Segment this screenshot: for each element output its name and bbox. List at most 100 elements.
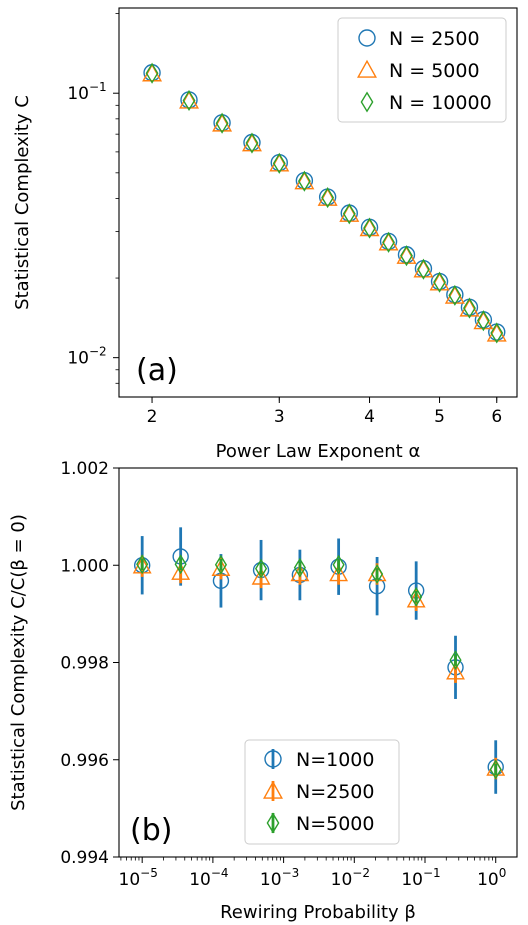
data-point [490,322,504,344]
y-tick-label: 1.000 [60,556,109,576]
data-point [359,218,380,237]
tick-exponent: 0 [499,866,507,880]
data-point [413,259,434,278]
data-point [371,564,384,584]
data-point [400,245,413,267]
data-point [182,89,196,111]
legend-marker [263,780,283,799]
x-axis-label: Power Law Exponent α [216,441,421,462]
data-point [294,171,315,190]
data-point [241,133,262,152]
x-tick-label: 100 [477,866,506,890]
x-tick-label: 10−4 [189,866,228,890]
y-tick-label: 10−1 [67,80,106,104]
data-point [448,284,462,306]
tick-base: 10 [67,349,89,369]
series-diamond [136,554,502,780]
x-tick-label: 3 [274,407,285,427]
tick-exponent: −3 [282,866,300,880]
data-point [145,62,159,84]
data-point [342,203,356,225]
data-point [363,217,376,239]
y-tick-label: 1.002 [60,459,109,479]
data-point [171,562,191,580]
data-point [476,310,490,332]
data-point [433,271,446,293]
data-point [272,152,286,174]
x-tick-label: 10−3 [260,866,299,890]
x-tick-label: 5 [434,407,445,427]
data-point [136,554,149,575]
legend-label: N = 2500 [389,28,480,50]
data-point [245,132,259,154]
axes-frame [118,7,518,398]
legend-marker [358,29,376,47]
tick-exponent: −1 [423,866,441,880]
y-axis-label: Statistical Complexity C [12,95,33,310]
tick-exponent: −4 [211,866,229,880]
plot-area [132,527,506,794]
tick-base: 10 [119,870,141,890]
data-point [449,650,462,671]
chart-panel-b: 10−5 10−4 10−3 10−2 10−1 1000.9940.9960.9981.… [8,459,518,923]
data-point [444,285,465,304]
data-point [446,662,465,680]
x-tick-label: 10−5 [119,866,158,890]
x-tick-label: 10−1 [401,866,440,890]
data-point [215,112,229,134]
data-point [321,187,335,209]
y-tick-label: 0.998 [60,654,109,674]
data-point [174,554,187,575]
data-point [382,231,395,253]
x-tick-label: 4 [364,407,375,427]
tick-exponent: −2 [89,345,107,359]
legend-marker [266,812,280,834]
tick-base: 10 [477,870,499,890]
legend: N=1000 N=2500 N=5000 [244,739,400,845]
legend-marker [357,59,377,78]
y-tick-label: 0.994 [60,848,109,868]
data-point [332,554,345,575]
y-tick-label: 0.996 [60,751,109,771]
data-point [254,558,268,579]
data-point [212,113,233,132]
series-diamond [145,62,504,344]
data-point [317,187,338,206]
data-point [251,567,271,585]
legend-label: N=2500 [296,781,375,803]
plot-area [142,62,507,344]
tick-base: 10 [331,870,353,890]
x-tick-label: 6 [491,407,502,427]
data-point [142,63,163,82]
legend-label: N = 5000 [389,60,480,82]
legend-marker [264,750,282,768]
legend-label: N=1000 [296,749,375,771]
data-point [214,554,228,575]
tick-base: 10 [401,870,423,890]
data-point [269,153,290,172]
legend-marker [360,91,374,113]
data-point [459,298,480,317]
tick-base: 10 [189,870,211,890]
legend: N = 2500 N = 5000 N = 10000 [337,17,507,123]
data-point [489,759,502,780]
data-point [329,564,349,582]
tick-exponent: −1 [89,80,107,94]
tick-base: 10 [67,84,89,104]
panel-label: (b) [130,813,172,848]
axes-frame [118,467,518,858]
data-point [429,272,450,291]
x-tick-label: 2 [147,407,158,427]
data-point [410,586,423,607]
data-point [297,170,311,192]
data-point [417,258,430,280]
data-point [378,232,399,251]
data-point [290,564,310,582]
data-point [293,557,306,578]
x-axis-label: Rewiring Probability β [220,902,416,923]
legend-label: N = 10000 [389,92,492,114]
panel-label: (a) [136,353,178,388]
data-point [339,203,360,222]
